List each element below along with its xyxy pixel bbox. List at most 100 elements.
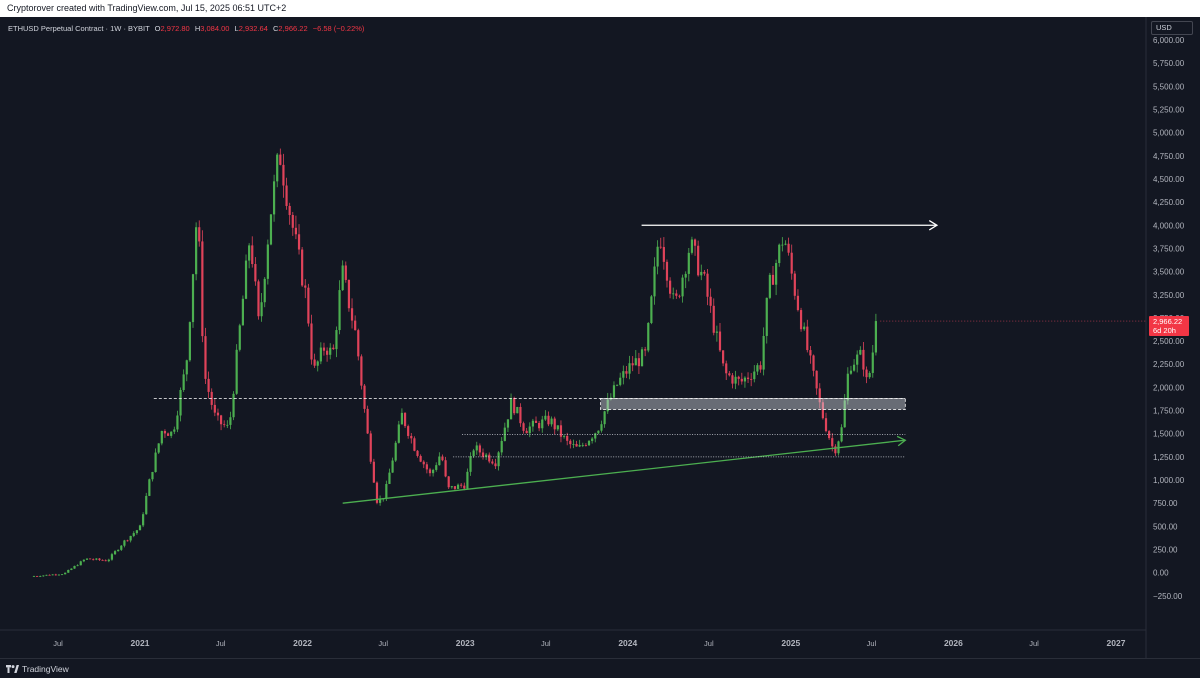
candle-body	[500, 440, 503, 453]
candle-body	[647, 322, 650, 351]
candle-body	[534, 420, 538, 423]
time-axis-label: Jul	[1029, 639, 1039, 648]
candle-body	[288, 205, 291, 216]
candle-body	[603, 411, 606, 425]
candle-body	[413, 438, 416, 451]
candle-body	[301, 249, 304, 286]
candle-body	[528, 426, 531, 434]
candle-body	[556, 425, 559, 430]
price-axis-label: 4,250.00	[1153, 198, 1185, 207]
candle-body	[226, 424, 229, 426]
candle-body	[606, 399, 609, 412]
candle-body	[238, 325, 241, 350]
currency-button[interactable]: USD	[1151, 21, 1193, 35]
last-price-tag: 2,966.22 6d 20h	[1149, 316, 1189, 336]
chart-panel[interactable]: 6,000.00 5,750.00 5,500.00 5,250.00 5,000.00…	[0, 17, 1200, 658]
candle-body	[428, 469, 432, 474]
time-axis-label: 2027	[1107, 638, 1126, 648]
price-axis-label: 1,000.00	[1153, 476, 1185, 485]
candle-body	[762, 335, 765, 370]
candle-body	[722, 350, 725, 364]
candle-body	[48, 574, 51, 576]
candle-body	[821, 402, 824, 419]
candle-body	[834, 446, 837, 454]
candle-body	[818, 388, 821, 403]
candle-body	[241, 298, 245, 326]
candle-body	[42, 575, 45, 577]
time-axis-label: 2024	[618, 638, 637, 648]
candle-body	[67, 569, 70, 573]
candle-body	[260, 302, 263, 317]
candle-body	[375, 482, 379, 503]
candle-body	[578, 445, 581, 447]
time-axis-label: 2025	[781, 638, 800, 648]
candle-body	[562, 435, 566, 437]
candle-body	[251, 245, 254, 265]
candle-body	[407, 426, 410, 436]
candle-body	[297, 234, 301, 250]
price-axis-label: 2,000.00	[1153, 383, 1185, 392]
candle-body	[728, 373, 731, 376]
candle-body	[332, 347, 335, 350]
candle-body	[550, 418, 553, 425]
candle-body	[142, 514, 145, 526]
candle-body	[644, 349, 647, 351]
price-axis-label: −250.00	[1153, 592, 1183, 601]
high-value: 3,084.00	[200, 24, 230, 33]
candle-body	[619, 377, 622, 385]
candle-body	[369, 433, 372, 462]
candle-body	[372, 461, 375, 483]
candle-body	[279, 154, 282, 165]
candle-body	[453, 486, 457, 489]
candle-body	[357, 330, 360, 357]
candle-body	[154, 452, 157, 473]
candle-body	[341, 265, 344, 291]
candle-body	[784, 243, 787, 245]
candle-body	[731, 375, 734, 384]
candle-body	[354, 320, 357, 331]
candle-body	[198, 227, 201, 242]
candle-body	[656, 246, 659, 267]
candle-body	[843, 400, 846, 428]
footer-bar: TradingView	[0, 658, 1200, 678]
candle-body	[703, 271, 706, 274]
close-value: 2,966.22	[278, 24, 308, 33]
symbol-title[interactable]: ETHUSD Perpetual Contract · 1W · BYBIT	[8, 24, 150, 33]
candle-body	[126, 540, 129, 542]
price-axis-label: 5,000.00	[1153, 129, 1185, 138]
footer-brand[interactable]: TradingView	[22, 664, 69, 674]
candlestick-chart[interactable]: 6,000.00 5,750.00 5,500.00 5,250.00 5,000.00…	[0, 17, 1200, 658]
candle-body	[665, 261, 669, 281]
candle-body	[494, 463, 497, 467]
candle-body	[325, 350, 329, 355]
price-axis-label: 4,000.00	[1153, 221, 1185, 230]
candle-body	[82, 559, 85, 562]
candle-body	[291, 215, 294, 228]
candle-body	[294, 227, 298, 235]
candle-body	[497, 452, 500, 467]
candle-body	[313, 359, 316, 366]
candle-body	[581, 445, 584, 446]
candle-body	[438, 456, 441, 466]
bar-countdown: 6d 20h	[1153, 326, 1176, 335]
candle-body	[475, 445, 478, 451]
candle-body	[201, 241, 204, 337]
open-label: O	[154, 24, 161, 33]
candle-body	[466, 471, 469, 489]
candle-body	[852, 364, 856, 371]
candle-body	[628, 363, 631, 374]
support-trendline	[342, 439, 906, 504]
candle-body	[815, 370, 818, 389]
price-axis-label: 5,250.00	[1153, 105, 1185, 114]
candle-body	[637, 358, 641, 367]
candle-body	[322, 347, 326, 351]
candle-body	[257, 281, 260, 317]
candle-body	[700, 271, 703, 276]
candle-body	[812, 355, 815, 371]
candle-body	[435, 465, 438, 470]
candle-body	[775, 263, 778, 285]
candle-body	[862, 349, 865, 370]
candle-body	[874, 321, 877, 353]
candle-body	[519, 406, 522, 424]
candle-body	[572, 444, 575, 445]
